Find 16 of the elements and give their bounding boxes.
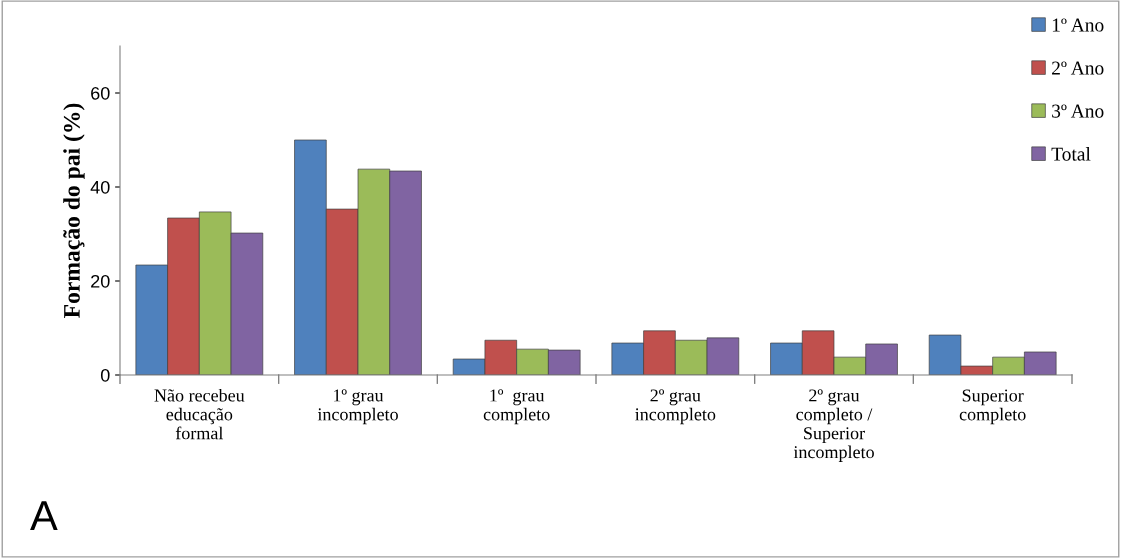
- x-tick-label: Superior completo: [959, 389, 1026, 425]
- y-tick-label: 20: [91, 274, 110, 288]
- x-tick-label: Não recebeu educação formal: [154, 388, 245, 440]
- y-tick-label: 0: [100, 368, 110, 382]
- legend-label: 1º Ano: [1052, 18, 1104, 32]
- legend-label: Total: [1051, 146, 1091, 161]
- legend-label: 3º Ano: [1052, 104, 1104, 118]
- x-tick-label: 1º grau incompleto: [317, 389, 398, 425]
- legend-label: 2º Ano: [1052, 61, 1104, 75]
- x-tick-label: 1º grau completo: [483, 389, 550, 425]
- y-tick-label: 40: [90, 180, 110, 194]
- y-tick-label: 60: [91, 86, 110, 100]
- text: A: [30, 501, 58, 530]
- x-tick-label: 2º grau incompleto: [635, 389, 716, 425]
- y-axis-title: Formação do pai (%): [63, 103, 85, 318]
- x-tick-label: 2º grau completo / Superior incompleto: [793, 389, 874, 462]
